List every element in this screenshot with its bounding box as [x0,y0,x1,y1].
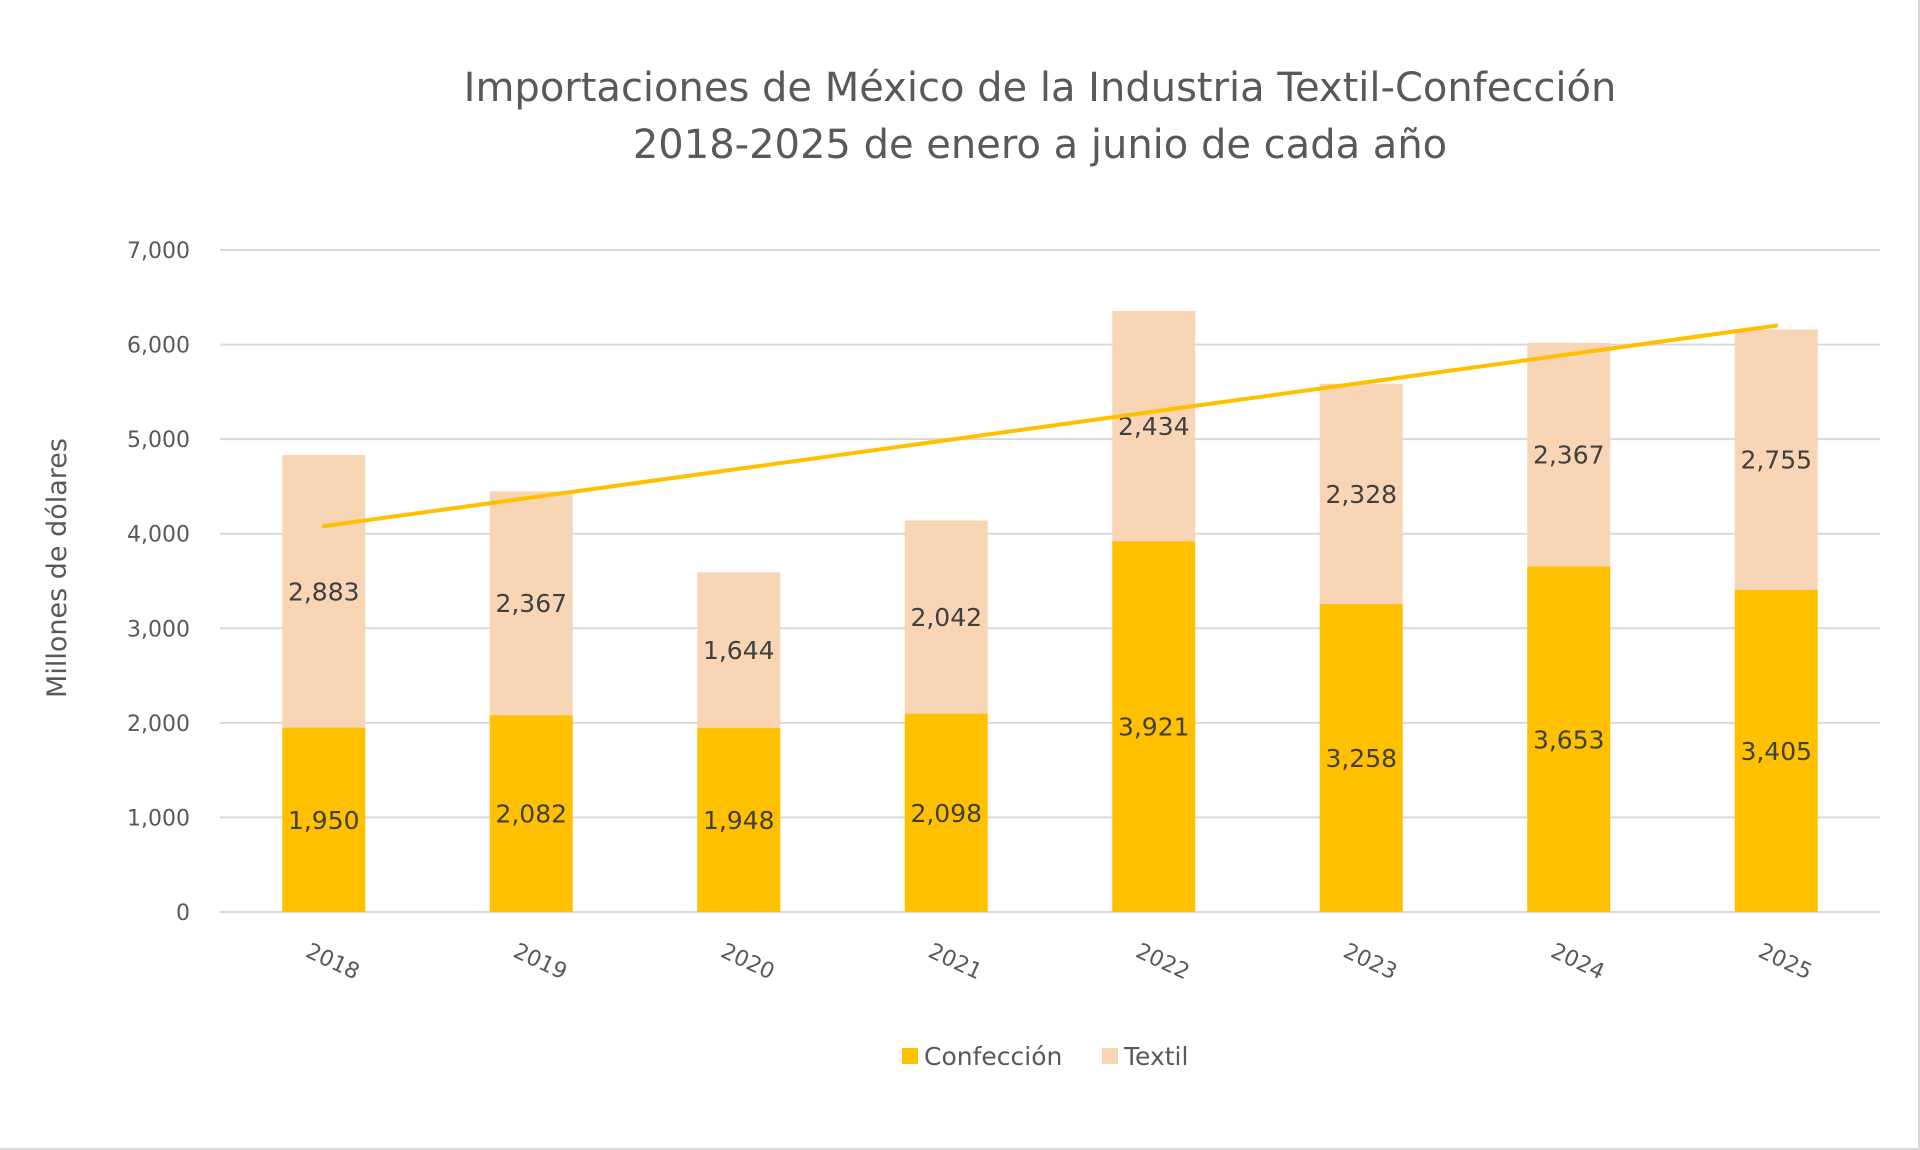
x-tick-label-2025: 2025 [1754,939,1815,985]
y-tick-label: 5,000 [127,428,190,453]
bar-confeccion-2023 [1319,603,1403,912]
y-tick-label: 6,000 [127,334,190,359]
y-tick-label: 3,000 [127,617,190,642]
data-label-confeccion-2020: 1,948 [703,806,775,835]
y-tick-label: 7,000 [127,239,190,264]
data-label-confeccion-2024: 3,653 [1533,725,1605,754]
bar-textil-2021 [904,520,988,714]
data-label-textil-2025: 2,755 [1740,446,1812,475]
chart-title-line-1: Importaciones de México de la Industria … [464,65,1617,111]
data-label-confeccion-2023: 3,258 [1325,744,1397,773]
data-labels: 1,950 2,883 2,082 2,367 1,948 1,644 2,098 2,042… [288,412,1812,835]
data-label-textil-2021: 2,042 [910,603,982,632]
bar-confeccion-2021 [904,713,988,912]
chart-title-line-2: 2018-2025 de enero a junio de cada año [633,122,1447,168]
legend-swatch-confeccion [902,1048,918,1064]
y-tick-label: 2,000 [127,712,190,737]
bar-textil-2025 [1734,329,1818,590]
y-axis-label: Millones de dólares [42,438,73,698]
bar-textil-2019 [489,491,573,716]
x-axis-ticks: 2018 2019 2020 2021 2022 2023 2024 2025 [302,939,1816,985]
y-axis-ticks: 0 1,000 2,000 3,000 4,000 5,000 6,000 7,000 [127,239,190,926]
bar-confeccion-2018 [282,727,366,912]
bar-textil-2023 [1319,383,1403,604]
x-tick-label-2021: 2021 [924,939,985,985]
legend-swatch-textil [1102,1048,1118,1064]
data-label-textil-2019: 2,367 [495,589,567,618]
bar-confeccion-2022 [1112,541,1196,912]
data-label-textil-2018: 2,883 [288,577,360,606]
bar-confeccion-2025 [1734,589,1818,912]
data-label-confeccion-2018: 1,950 [288,806,360,835]
x-tick-label-2024: 2024 [1547,939,1608,985]
x-tick-label-2018: 2018 [302,939,363,985]
bar-confeccion-2020 [697,727,781,912]
data-label-confeccion-2021: 2,098 [910,799,982,828]
x-tick-label-2020: 2020 [717,939,778,985]
bar-confeccion-2019 [489,715,573,912]
bars [282,310,1818,912]
data-label-confeccion-2025: 3,405 [1740,737,1812,766]
x-tick-label-2023: 2023 [1339,939,1400,985]
bar-textil-2020 [697,572,781,728]
bar-textil-2022 [1112,310,1196,542]
data-label-textil-2020: 1,644 [703,636,775,665]
bar-confeccion-2024 [1527,566,1611,912]
data-label-textil-2024: 2,367 [1533,441,1605,470]
y-tick-label: 4,000 [127,523,190,548]
data-label-textil-2022: 2,434 [1118,412,1190,441]
x-tick-label-2019: 2019 [509,939,570,985]
data-label-textil-2023: 2,328 [1325,480,1397,509]
trendline [321,323,1779,529]
y-tick-label: 0 [176,901,190,926]
y-tick-label: 1,000 [127,806,190,831]
grid-lines [220,249,1880,913]
legend-label-confeccion: Confección [924,1042,1062,1071]
legend-label-textil: Textil [1123,1042,1188,1071]
legend: Confección Textil [902,1042,1188,1071]
data-label-confeccion-2019: 2,082 [495,800,567,829]
bar-textil-2024 [1527,342,1611,567]
data-label-confeccion-2022: 3,921 [1118,713,1190,742]
trendline-group [321,323,1779,529]
bar-textil-2018 [282,454,366,728]
x-tick-label-2022: 2022 [1132,939,1193,985]
